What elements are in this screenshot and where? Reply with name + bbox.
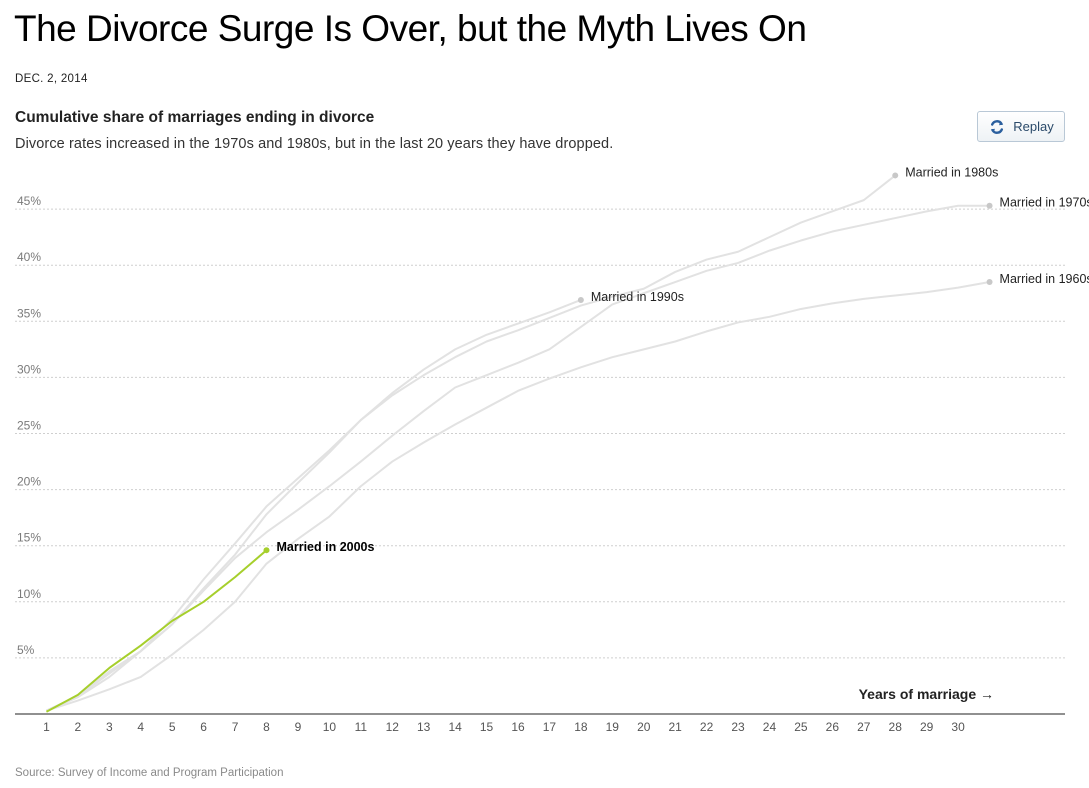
x-tick-label: 1 [43,720,50,734]
series-line-married-in-1970s [46,204,990,712]
source-note: Source: Survey of Income and Program Par… [15,767,284,779]
x-tick-label: 17 [543,720,557,734]
x-tick-label: 5 [169,720,176,734]
x-tick-label: 25 [794,720,808,734]
y-tick-label: 30% [17,362,41,376]
series-lines [45,174,990,713]
series-end-dots [263,172,993,554]
series-label-married-in-2000s: Married in 2000s [276,540,374,554]
x-tick-label: 30 [951,720,965,734]
series-line-married-in-1980s [46,174,896,712]
y-axis-ticks: 5% 10% 15% 20% 25% 30% 35% 40% 45% [17,194,41,657]
x-tick-label: 6 [200,720,207,734]
y-tick-label: 25% [17,419,41,433]
divorce-line-chart: 5% 10% 15% 20% 25% 30% 35% 40% 45% Married in 19… [15,165,1089,734]
series-label-married-in-1960s: Married in 1960s [1000,272,1089,286]
x-tick-label: 7 [232,720,239,734]
replay-label: Replay [1013,119,1054,134]
x-tick-label: 18 [574,720,588,734]
series-line-married-in-2000s [45,549,268,713]
x-tick-label: 29 [920,720,934,734]
y-tick-label: 40% [17,250,41,264]
replay-button[interactable]: Replay [977,111,1065,142]
series-label-married-in-1980s: Married in 1980s [905,165,998,179]
y-tick-label: 45% [17,194,41,208]
x-tick-label: 24 [763,720,777,734]
series-line-married-in-1960s [46,281,990,712]
series-end-dot-married-in-2000s [263,547,270,554]
x-tick-label: 21 [668,720,682,734]
x-axis-title: Years of marriage → [859,686,994,702]
x-tick-label: 15 [480,720,494,734]
y-tick-label: 20% [17,475,41,489]
y-tick-label: 35% [17,306,41,320]
x-tick-label: 23 [731,720,745,734]
x-tick-label: 9 [295,720,302,734]
x-tick-label: 22 [700,720,714,734]
chart-title: Cumulative share of marriages ending in … [15,109,375,126]
x-tick-label: 10 [323,720,337,734]
x-tick-label: 12 [386,720,400,734]
x-tick-label: 20 [637,720,651,734]
y-tick-label: 5% [17,643,35,657]
replay-icon [988,118,1006,136]
x-tick-label: 14 [448,720,462,734]
x-tick-label: 27 [857,720,871,734]
x-tick-label: 4 [137,720,144,734]
x-tick-label: 8 [263,720,270,734]
x-tick-label: 3 [106,720,113,734]
series-end-dot-married-in-1960s [986,279,993,286]
series-end-dot-married-in-1990s [577,296,584,303]
x-tick-label: 13 [417,720,431,734]
gridlines [15,208,1065,659]
headline: The Divorce Surge Is Over, but the Myth … [14,8,807,49]
series-end-dot-married-in-1980s [892,172,899,179]
series-label-married-in-1990s: Married in 1990s [591,290,684,304]
series-label-married-in-1970s: Married in 1970s [1000,196,1089,210]
x-tick-label: 28 [889,720,903,734]
x-tick-label: 16 [511,720,525,734]
x-tick-label: 2 [75,720,82,734]
series-line-married-in-1990s [46,299,582,712]
x-axis-ticks: 1 2 3 4 5 6 7 8 9 10 11 12 13 14 15 16 17 18 19 20 21 22 23 24 2… [43,720,965,734]
series-labels: Married in 1960s Married in 1970s Married … [276,165,1089,554]
chart-subtitle: Divorce rates increased in the 1970s and… [15,136,614,152]
y-tick-label: 15% [17,531,41,545]
x-tick-label: 26 [826,720,840,734]
y-tick-label: 10% [17,587,41,601]
x-tick-label: 11 [355,720,368,734]
series-end-dot-married-in-1970s [986,202,993,209]
x-tick-label: 19 [606,720,620,734]
dateline: DEC. 2, 2014 [15,73,88,85]
